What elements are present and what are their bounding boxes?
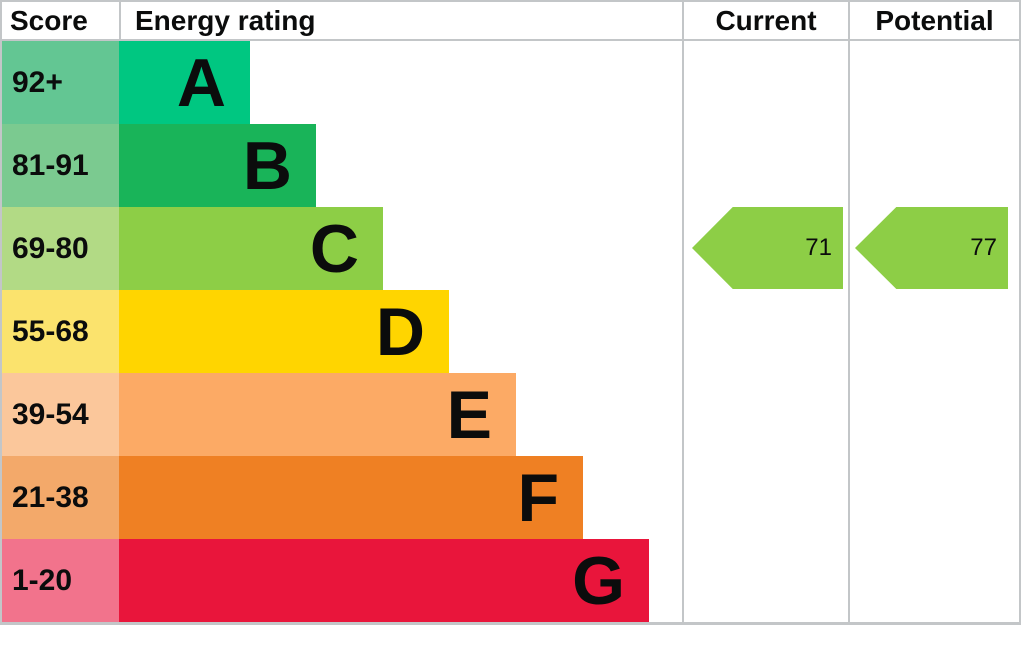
potential-column-header: Potential [875, 5, 994, 36]
current-rating-value: 71 [805, 234, 832, 261]
current-column-header: Current [715, 5, 817, 36]
band-letter-e: E [446, 376, 492, 453]
score-range-label: 69-80 [12, 231, 89, 265]
score-cell-a: 92+ [2, 41, 119, 124]
band-letter-g: G [572, 542, 625, 619]
rating-bar-e: E [119, 373, 516, 456]
score-column-header: Score [10, 5, 88, 36]
rating-bar-c: C [119, 207, 383, 290]
score-cell-f: 21-38 [2, 456, 119, 539]
current-column-divider [682, 0, 684, 625]
band-letter-b: B [242, 127, 292, 204]
energy-rating-column-header: Energy rating [135, 5, 316, 36]
band-row-a: 92+ A [2, 41, 1019, 124]
score-cell-d: 55-68 [2, 290, 119, 373]
chart-bottom-border [0, 622, 1021, 625]
score-cell-g: 1-20 [2, 539, 119, 622]
rating-bar-d: D [119, 290, 449, 373]
score-range-label: 92+ [12, 65, 63, 99]
score-range-label: 1-20 [12, 563, 73, 597]
rating-bar-a: A [119, 41, 250, 124]
band-letter-c: C [309, 210, 359, 287]
band-row-f: 21-38 F [2, 456, 1019, 539]
band-letter-f: F [517, 459, 559, 536]
score-cell-e: 39-54 [2, 373, 119, 456]
band-row-b: 81-91 B [2, 124, 1019, 207]
potential-column-divider [848, 0, 850, 625]
rating-bar-f: F [119, 456, 583, 539]
score-cell-c: 69-80 [2, 207, 119, 290]
rating-bar-b: B [119, 124, 316, 207]
score-range-label: 21-38 [12, 480, 89, 514]
score-range-label: 81-91 [12, 148, 89, 182]
band-letter-a: A [176, 44, 226, 121]
chart-right-border [1019, 0, 1021, 625]
score-column-divider [119, 2, 121, 39]
band-letter-d: D [375, 293, 425, 370]
band-row-d: 55-68 D [2, 290, 1019, 373]
rating-bar-g: G [119, 539, 649, 622]
score-range-label: 39-54 [12, 397, 89, 431]
chart-top-border [0, 0, 1021, 2]
header-bottom-border [0, 39, 1021, 41]
band-row-c: 69-80 C [2, 207, 1019, 290]
band-row-g: 1-20 G [2, 539, 1019, 622]
potential-rating-value: 77 [970, 234, 997, 261]
band-row-e: 39-54 E [2, 373, 1019, 456]
score-range-label: 55-68 [12, 314, 89, 348]
chart-left-border [0, 0, 2, 625]
score-cell-b: 81-91 [2, 124, 119, 207]
